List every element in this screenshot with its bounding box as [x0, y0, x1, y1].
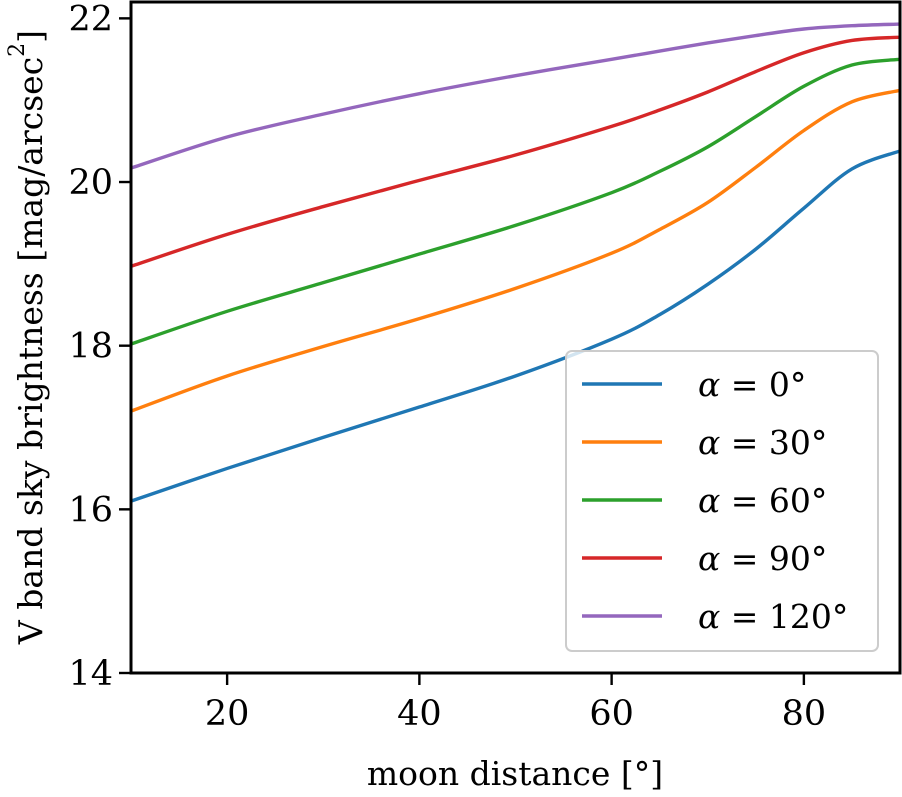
series-line-0 — [130, 149, 901, 503]
y-axis-label-close: ] — [11, 30, 50, 43]
legend-value: = 60° — [720, 481, 827, 520]
y-axis-label-superscript: 2 — [5, 43, 30, 57]
x-tick-label: 20 — [205, 694, 250, 734]
legend-label-1: α = 30° — [698, 423, 827, 462]
y-tick-label: 18 — [68, 327, 113, 367]
x-axis-label: moon distance [°] — [367, 754, 663, 793]
legend-label-4: α = 120° — [698, 597, 848, 636]
x-tick-label: 60 — [589, 694, 634, 734]
x-tick-label: 40 — [397, 694, 442, 734]
legend-value: = 90° — [720, 539, 827, 578]
series-line-4 — [130, 22, 901, 170]
legend-alpha-symbol: α — [698, 481, 720, 520]
legend-box — [565, 350, 879, 652]
series-line-3 — [130, 35, 901, 268]
x-tick-label: 80 — [782, 694, 827, 734]
y-tick-label: 22 — [68, 0, 113, 39]
series-layer — [130, 22, 901, 503]
y-tick-label: 14 — [68, 654, 113, 694]
y-axis-ticks: 14 16 18 20 22 — [68, 0, 131, 694]
legend-value: = 0° — [720, 365, 806, 404]
y-axis-label: V band sky brightness [mag/arcsec2] — [5, 30, 50, 645]
legend-label-2: α = 60° — [698, 481, 827, 520]
series-line-2 — [130, 57, 901, 346]
y-tick-label: 16 — [68, 490, 113, 530]
legend-alpha-symbol: α — [698, 423, 720, 462]
y-tick-label: 20 — [68, 163, 113, 203]
legend-label-3: α = 90° — [698, 539, 827, 578]
legend: α = 0°α = 30°α = 60°α = 90°α = 120° — [565, 350, 879, 652]
legend-value: = 30° — [720, 423, 827, 462]
legend-alpha-symbol: α — [698, 597, 720, 636]
legend-label-0: α = 0° — [698, 365, 806, 404]
legend-value: = 120° — [720, 597, 848, 636]
legend-alpha-symbol: α — [698, 539, 720, 578]
legend-alpha-symbol: α — [698, 365, 720, 404]
x-axis-ticks: 20 40 60 80 — [205, 673, 826, 734]
series-line-1 — [130, 88, 901, 413]
plot-frame — [129, 0, 902, 675]
y-axis-label-text: V band sky brightness [mag/arcsec — [11, 57, 50, 645]
